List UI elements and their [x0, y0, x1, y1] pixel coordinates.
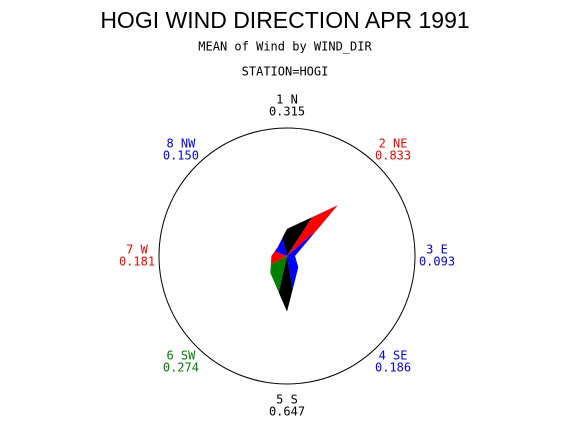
slice [274, 237, 287, 256]
direction-label: 1 N [276, 93, 298, 107]
direction-label: 6 SW [166, 349, 196, 363]
value-label: 0.093 [419, 255, 455, 269]
slice [270, 251, 287, 265]
chart-title: HOGI WIND DIRECTION APR 1991 [100, 7, 469, 33]
direction-label: 4 SE [379, 349, 408, 363]
direction-label: 3 E [426, 243, 448, 257]
value-label: 0.833 [375, 148, 411, 162]
direction-label: 8 NW [166, 136, 196, 150]
slice [278, 256, 293, 312]
value-label: 0.315 [269, 105, 305, 119]
direction-label: 7 W [126, 243, 148, 257]
value-label: 0.150 [163, 148, 199, 162]
slice [287, 205, 338, 256]
value-label: 0.274 [163, 361, 199, 375]
chart-subtitle: MEAN of Wind by WIND_DIR [198, 40, 372, 54]
direction-label: 2 NE [379, 136, 408, 150]
direction-label: 5 S [276, 393, 298, 407]
value-label: 0.647 [269, 405, 305, 419]
frame-circle [158, 127, 416, 385]
slice [287, 230, 317, 262]
group-label: STATION=HOGI [242, 65, 329, 79]
value-label: 0.181 [119, 255, 155, 269]
slice [287, 256, 299, 290]
slice [270, 256, 287, 293]
slice [282, 217, 313, 256]
value-label: 0.186 [375, 361, 411, 375]
